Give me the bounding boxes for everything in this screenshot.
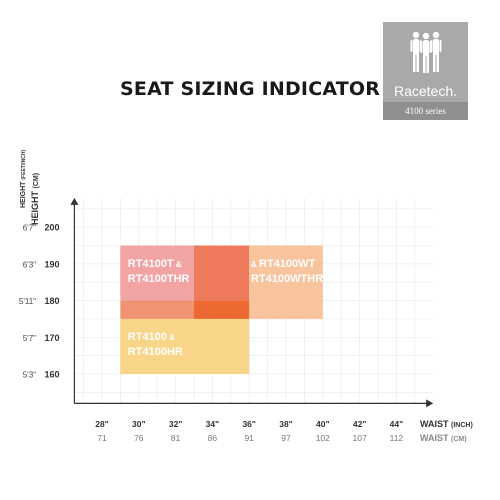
x-tick-label-inch: 40" — [316, 419, 330, 429]
racetech-logo: Racetech. 4100 series — [383, 22, 468, 120]
region-label-amp: & — [166, 332, 175, 342]
y-tick-label-ftin: 6'7" — [23, 224, 36, 233]
region-label-line: RT4100 — [127, 330, 167, 343]
y-tick-label-cm: 160 — [44, 370, 59, 380]
size-cell — [194, 245, 250, 301]
region-label-line: RT4100THR — [127, 272, 190, 285]
region-label-line: RT4100WTHR — [251, 272, 324, 285]
x-tick-label-cm: 91 — [244, 433, 254, 443]
y-axis-arrow — [70, 197, 79, 205]
drivers-icon — [410, 31, 442, 73]
x-tick-label-cm: 112 — [390, 433, 404, 443]
chart-title: SEAT SIZING INDICATOR — [120, 78, 381, 100]
x-tick-label-cm: 81 — [171, 433, 181, 443]
x-axis-label-cm-word: WAIST — [420, 433, 451, 443]
x-tick-label-inch: 36" — [242, 419, 256, 429]
region-label: RT4100 & RT4100HR — [128, 330, 183, 359]
y-tick-label-ftin: 5'3" — [23, 371, 36, 380]
x-axis-arrow — [426, 399, 434, 408]
region-label-amp: & — [251, 259, 260, 269]
region-label-amp: & — [173, 259, 182, 269]
x-tick-label-cm: 71 — [97, 433, 107, 443]
size-cell — [120, 300, 194, 319]
y-tick-label-cm: 190 — [44, 259, 59, 269]
size-cell — [194, 300, 250, 319]
x-tick-label-inch: 28" — [95, 419, 109, 429]
size-cell — [120, 318, 250, 374]
x-tick-label-inch: 44" — [390, 419, 404, 429]
y-tick-label-cm: 180 — [44, 296, 59, 306]
y-tick-label-ftin: 5'7" — [23, 334, 36, 343]
region-label: & RT4100WT RT4100WTHR — [251, 257, 323, 286]
y-tick-label-ftin: 6'3" — [23, 260, 36, 269]
region-label-line: RT4100WT — [259, 257, 316, 270]
y-tick-label-cm: 170 — [44, 333, 59, 343]
size-cell — [249, 245, 323, 319]
y-tick-label-cm: 200 — [44, 223, 59, 233]
x-axis-label-cm: WAIST (CM) — [420, 433, 467, 443]
x-tick-label-cm: 107 — [353, 433, 367, 443]
x-tick-label-inch: 32" — [169, 419, 183, 429]
x-axis-label-inch-word: WAIST — [420, 419, 451, 429]
x-tick-label-inch: 30" — [132, 419, 146, 429]
x-tick-label-cm: 76 — [134, 433, 144, 443]
x-axis-label-cm-unit: (CM) — [451, 436, 467, 443]
x-tick-label-inch: 34" — [206, 419, 220, 429]
region-label: RT4100T & RT4100THR — [128, 257, 190, 286]
x-axis-label-inch: WAIST (INCH) — [420, 419, 473, 429]
x-tick-label-cm: 86 — [208, 433, 218, 443]
region-label-line: RT4100T — [127, 257, 174, 270]
x-axis-label-inch-unit: (INCH) — [451, 422, 473, 429]
logo-series: 4100 series — [383, 102, 468, 120]
x-tick-label-cm: 97 — [281, 433, 291, 443]
x-tick-label-inch: 42" — [353, 419, 367, 429]
y-tick-label-ftin: 5'11" — [19, 297, 36, 306]
logo-brand: Racetech. — [393, 83, 458, 99]
x-tick-label-cm: 102 — [316, 433, 330, 443]
size-cell — [120, 245, 194, 301]
x-tick-label-inch: 38" — [279, 419, 293, 429]
region-label-line: RT4100HR — [127, 345, 183, 358]
